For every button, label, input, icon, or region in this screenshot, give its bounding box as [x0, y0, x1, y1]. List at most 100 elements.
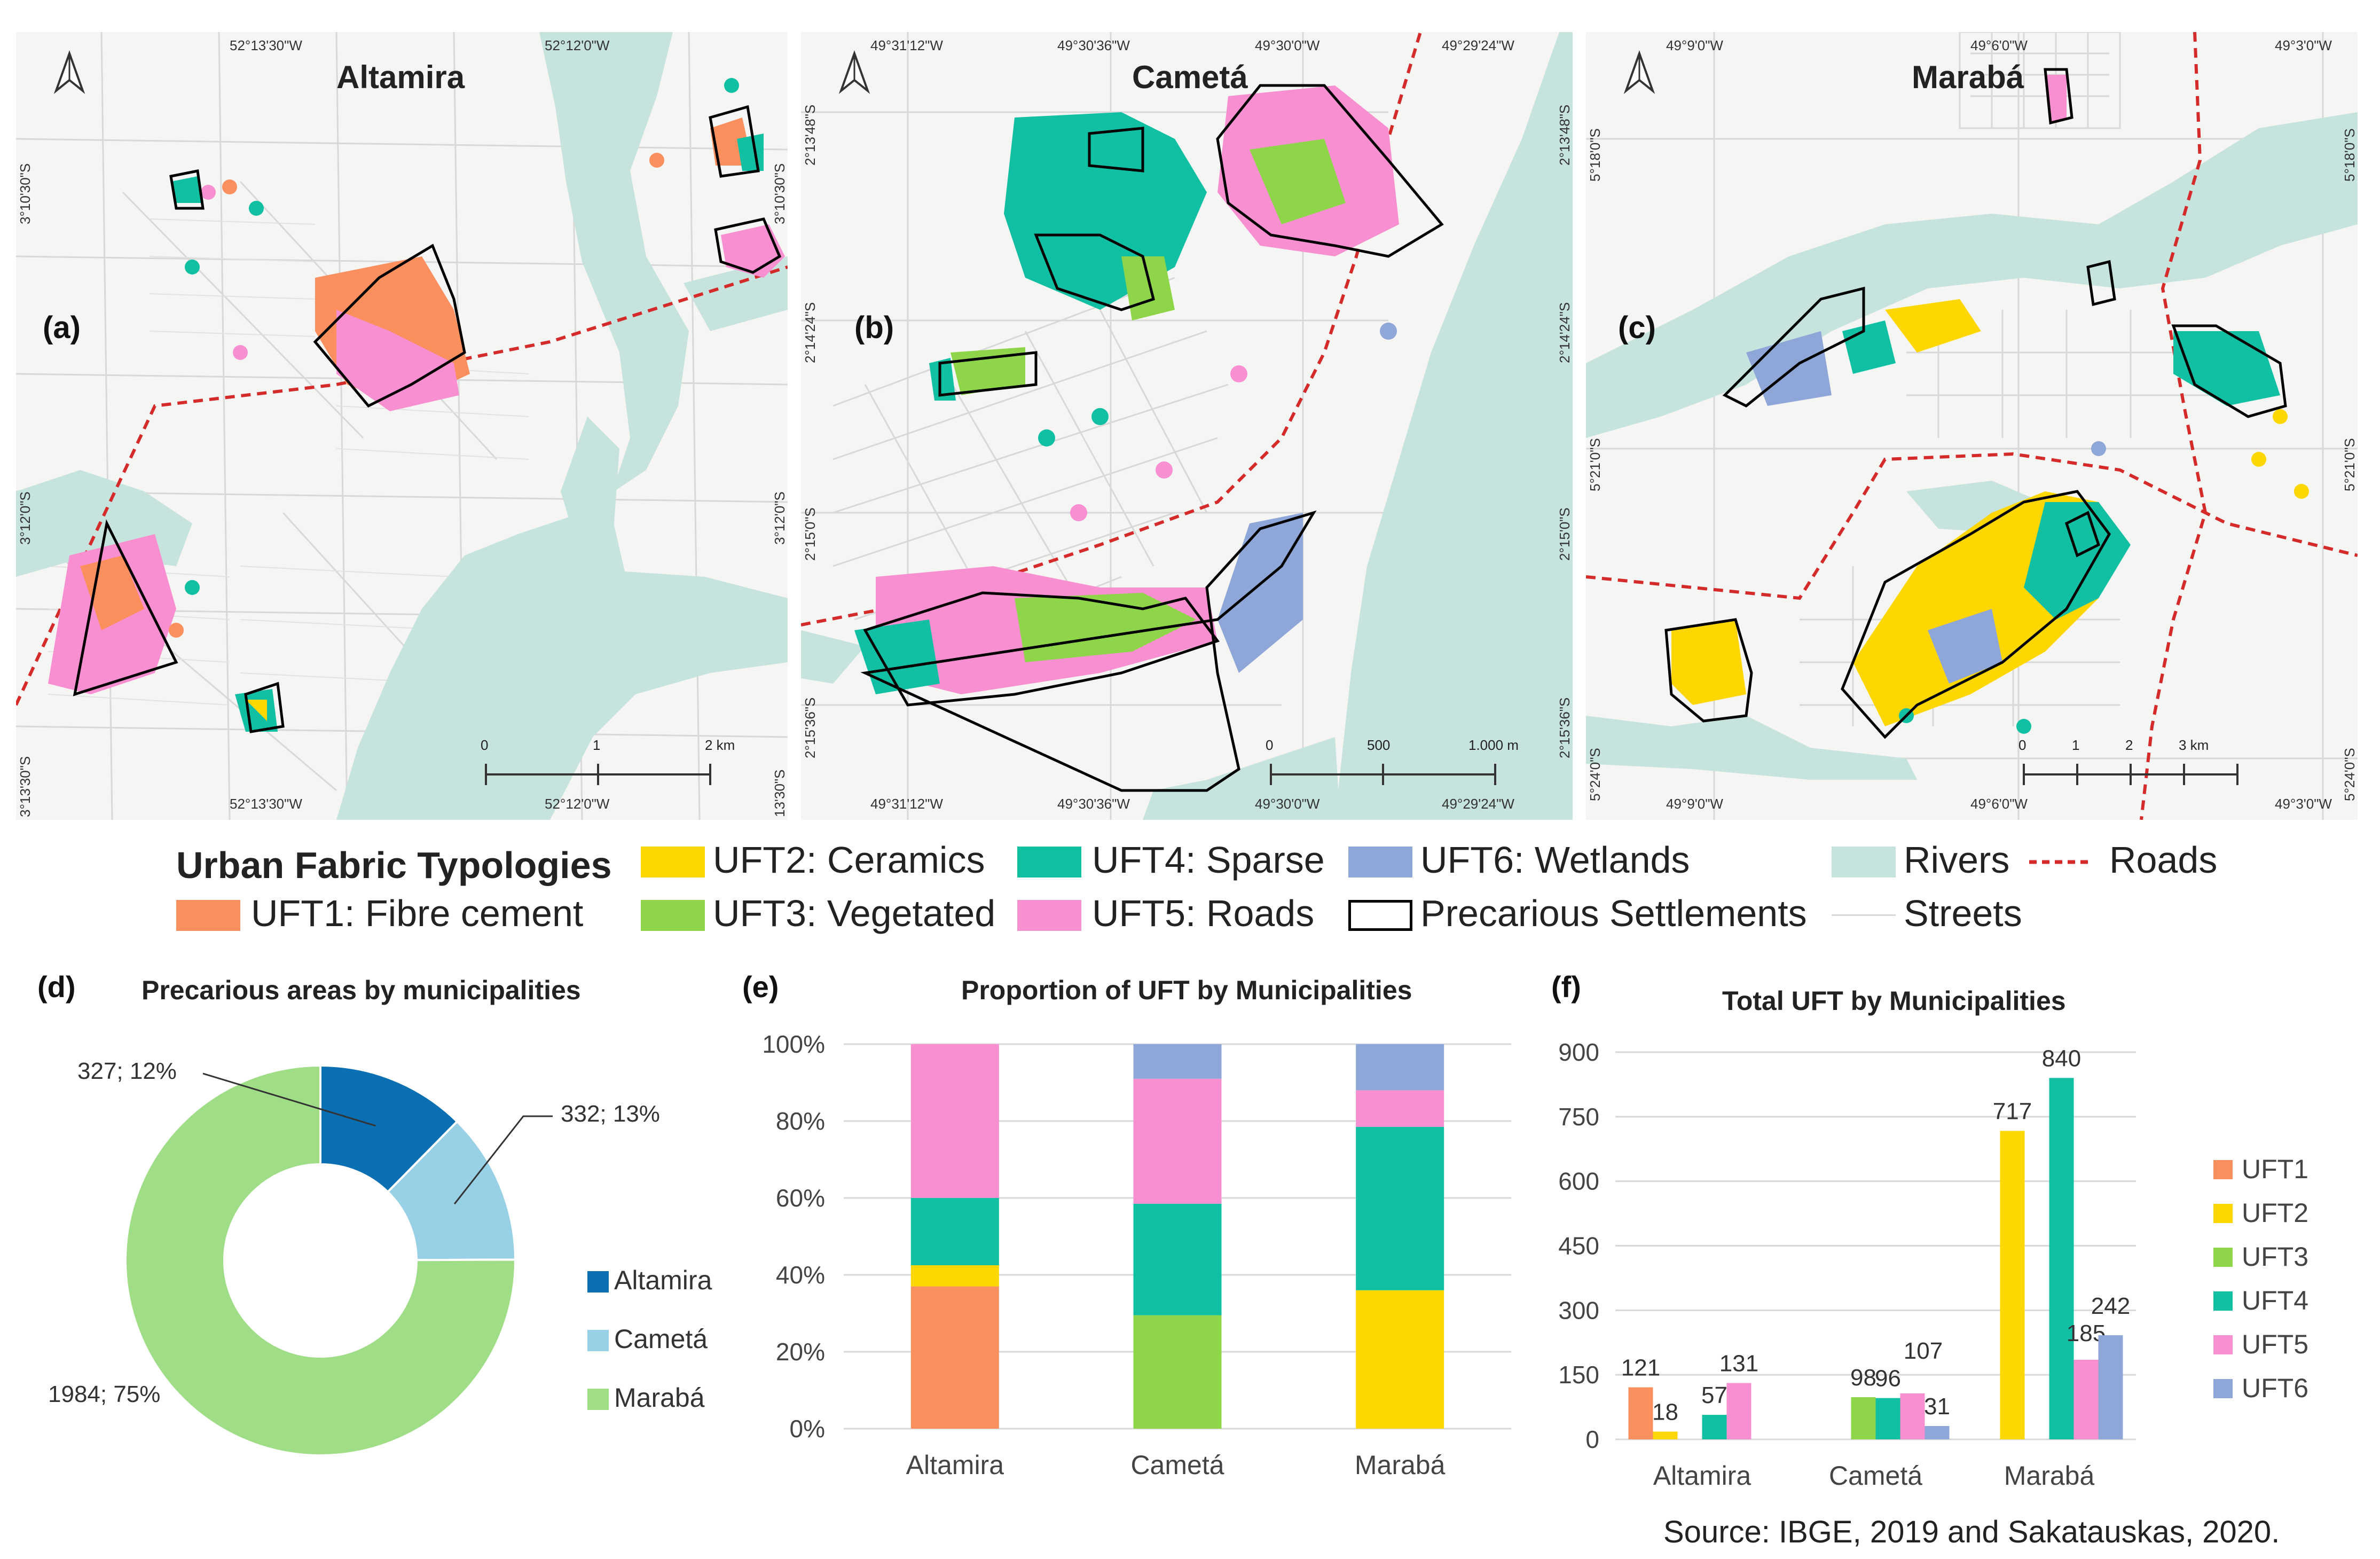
data-label: 96: [1875, 1366, 1901, 1392]
bar-uft4: [1875, 1398, 1900, 1439]
bar-segment-uft5: [1356, 1090, 1444, 1127]
road: [2140, 32, 2208, 820]
scale-label-0: 0: [1266, 737, 1274, 753]
map-maraba-canvas: [1586, 32, 2358, 820]
coord-bottom-2: 49°6'0"W: [1970, 796, 2028, 812]
legend-swatch-uft4: [1017, 847, 1081, 878]
bar-segment-uft2: [1356, 1290, 1444, 1429]
data-label: 717: [1993, 1098, 2032, 1124]
bar-uft4: [1702, 1415, 1727, 1439]
maraba-uft-cells: [1671, 75, 2309, 734]
data-label: 840: [2042, 1045, 2081, 1071]
road: [16, 265, 788, 706]
stacked-bar-chart: 0% 20% 40% 60% 80% 100% Altamira Cametá Marabá: [762, 1030, 1511, 1480]
map-title: Altamira: [336, 59, 465, 95]
coord-top-3: 49°30'0"W: [1255, 37, 1320, 53]
legend-swatch: [587, 1330, 609, 1351]
data-label: 18: [1652, 1399, 1678, 1425]
data-label: 1984; 75%: [48, 1381, 160, 1407]
coord-bottom-1: 49°9'0"W: [1666, 796, 1723, 812]
legend-label-uft6: UFT6: Wetlands: [1420, 839, 1690, 881]
data-label: 327; 12%: [77, 1058, 177, 1084]
altamira-uft-cells: [48, 78, 785, 732]
scale-bar: [485, 764, 711, 785]
scale-label-3: 3 km: [2179, 737, 2209, 753]
y-tick-label: 750: [1558, 1103, 1599, 1131]
cameta-uft-cells: [854, 85, 1399, 694]
precarious-outlines: [860, 84, 1444, 792]
data-label: 57: [1701, 1382, 1727, 1408]
legend-label: UFT3: [2242, 1242, 2308, 1272]
coord-bottom-4: 49°29'24"W: [1442, 796, 1514, 812]
source-note: Source: IBGE, 2019 and Sakatauskas, 2020…: [1663, 1515, 2280, 1549]
map-altamira-canvas: [16, 32, 788, 820]
bar-uft4: [2049, 1078, 2074, 1439]
bar-uft2: [1653, 1431, 1678, 1439]
coord-right-2: 5°21'0"S: [2342, 438, 2358, 491]
panel-label-d: (d): [37, 970, 76, 1004]
y-tick-label: 80%: [776, 1107, 825, 1135]
scale-label-1: 1: [2072, 737, 2080, 753]
coord-bottom-1: 52°13'30"W: [230, 796, 302, 812]
coord-right-3: 5°24'0"S: [2342, 748, 2358, 801]
coord-right-1: 2°13'48"S: [1557, 104, 1573, 166]
coord-left-3: 5°24'0"S: [1587, 748, 1603, 801]
legend-label-uft3: UFT3: Vegetated: [713, 892, 996, 934]
x-tick-label: Altamira: [1653, 1461, 1751, 1491]
bar-uft5: [1900, 1393, 1925, 1439]
pie-slice-marabá: [124, 1064, 517, 1456]
legend-swatch: [2213, 1248, 2233, 1267]
legend-swatch-uft6: [1348, 847, 1412, 878]
bar-segment-uft6: [1133, 1044, 1222, 1079]
legend-swatch: [2213, 1379, 2233, 1398]
y-tick-label: 0%: [790, 1415, 825, 1443]
coord-top-1: 52°13'30"W: [230, 37, 302, 53]
legend-label: UFT5: [2242, 1329, 2308, 1359]
coord-right-3: 2°15'0"S: [1557, 507, 1573, 561]
map-maraba: Marabá (c) 49°9'0"W 49°6'0"W 49°3'0"W 49…: [1586, 32, 2358, 820]
legend-swatch: [2213, 1335, 2233, 1354]
chart-title-d: Precarious areas by municipalities: [142, 975, 581, 1005]
coord-top-2: 52°12'0"W: [545, 37, 610, 53]
coord-left-3: 2°15'0"S: [802, 507, 818, 561]
panel-label: (b): [854, 310, 894, 345]
north-arrow-icon: [1623, 50, 1655, 94]
river: [1335, 32, 1573, 820]
coord-left-1: 2°13'48"S: [802, 104, 818, 166]
x-tick-label: Marabá: [2004, 1461, 2095, 1491]
coord-right-3: 13'30"S: [772, 769, 788, 817]
legend-label-rivers: Rivers: [1904, 839, 2010, 881]
legend-label: UFT2: [2242, 1198, 2308, 1228]
coord-left-2: 5°21'0"S: [1587, 438, 1603, 491]
y-tick-label: 60%: [776, 1184, 825, 1212]
legend-label: UFT6: [2242, 1373, 2308, 1403]
scale-label-1: 500: [1367, 737, 1391, 753]
map-cameta-canvas: [801, 32, 1573, 820]
scale-bar: [1270, 764, 1496, 785]
scale-label-2: 2 km: [705, 737, 735, 753]
scale-label-2: 1.000 m: [1468, 737, 1519, 753]
legend-swatch-uft5: [1017, 900, 1081, 931]
y-tick-label: 450: [1558, 1232, 1599, 1260]
y-tick-label: 100%: [762, 1030, 825, 1058]
legend-label: Cametá: [614, 1324, 708, 1354]
y-tick-label: 0: [1585, 1425, 1599, 1453]
data-label: 107: [1904, 1338, 1943, 1364]
y-tick-label: 20%: [776, 1338, 825, 1366]
coord-right-4: 2°15'36"S: [1557, 697, 1573, 758]
legend-swatch-streets: [1832, 900, 1896, 931]
chart-title-e: Proportion of UFT by Municipalities: [961, 975, 1412, 1005]
chart-title-f: Total UFT by Municipalities: [1722, 986, 2066, 1016]
map-title: Cametá: [1132, 59, 1248, 95]
y-tick-label: 900: [1558, 1038, 1599, 1066]
coord-left-1: 3°10'30"S: [17, 163, 33, 224]
data-label: 121: [1621, 1355, 1660, 1381]
bar-uft6: [1925, 1426, 1950, 1439]
legend-swatch-precarious: [1348, 900, 1412, 931]
legend-swatch: [587, 1389, 609, 1410]
coord-bottom-1: 49°31'12"W: [870, 796, 943, 812]
x-tick-label: Altamira: [906, 1450, 1004, 1480]
pie-slice-cametá: [386, 1120, 517, 1262]
legend-title: Urban Fabric Typologies: [176, 844, 612, 886]
